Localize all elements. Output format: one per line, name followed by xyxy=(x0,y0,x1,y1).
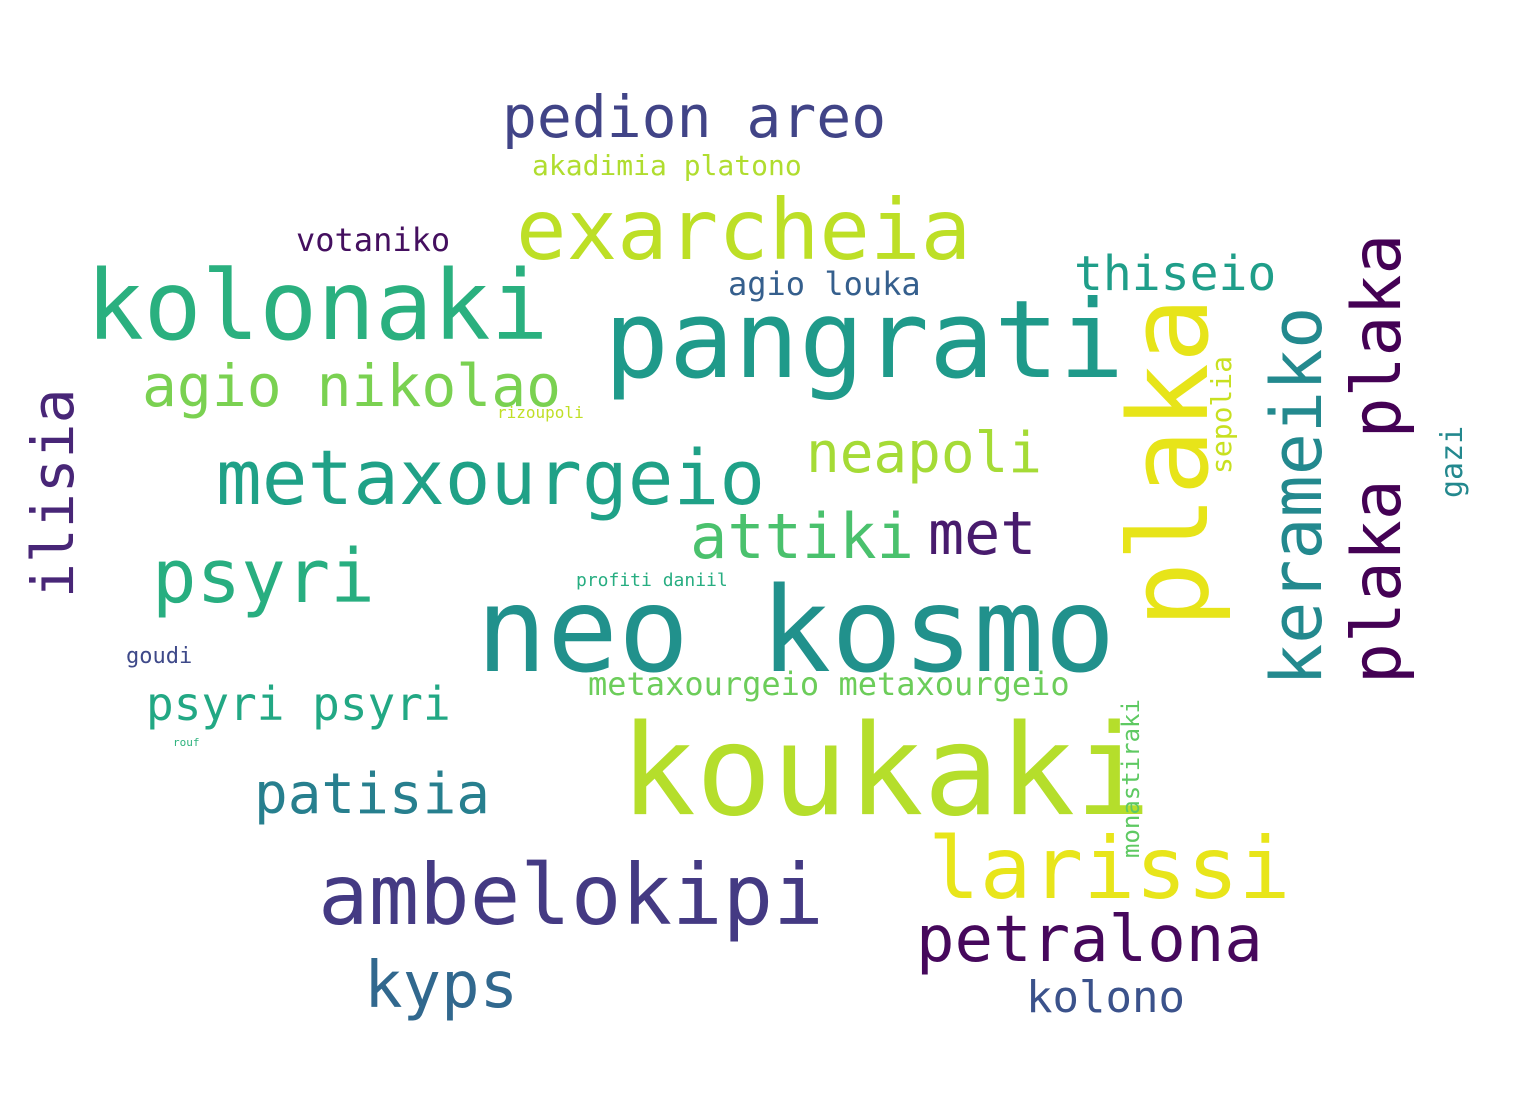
word-profiti-daniil: profiti daniil xyxy=(576,570,728,591)
word-psyri-psyri: psyri psyri xyxy=(146,677,451,731)
word-pedion-areo: pedion areo xyxy=(502,83,887,151)
word-metaxourgeio-metaxourgeio: metaxourgeio metaxourgeio xyxy=(588,665,1070,703)
word-neo-kosmo: neo kosmo xyxy=(476,561,1116,699)
word-ambelokipi: ambelokipi xyxy=(318,846,824,944)
word-agio-nikolao: agio nikolao xyxy=(142,352,562,420)
word-pangrati: pangrati xyxy=(604,278,1125,403)
word-petralona: petralona xyxy=(916,903,1263,977)
word-kolonaki: kolonaki xyxy=(86,250,549,362)
word-agio-louka: agio louka xyxy=(728,265,921,303)
word-metaxourgeio: metaxourgeio xyxy=(216,433,766,522)
word-rouf: rouf xyxy=(173,736,200,749)
word-goudi: goudi xyxy=(126,644,193,669)
word-gazi: gazi xyxy=(1435,425,1470,498)
word-larissi: larissi xyxy=(928,819,1291,919)
word-neapoli: neapoli xyxy=(806,421,1043,486)
word-votaniko: votaniko xyxy=(296,221,451,259)
word-plaka-plaka: plaka plaka xyxy=(1338,233,1417,684)
word-akadimia-platono: akadimia platono xyxy=(532,149,802,182)
word-kyps: kyps xyxy=(364,949,519,1023)
word-kolono: kolono xyxy=(1026,972,1185,1023)
word-attiki: attiki xyxy=(690,500,914,573)
word-rizoupoli: rizoupoli xyxy=(497,403,584,422)
word-met: met xyxy=(928,499,1037,569)
word-psyri: psyri xyxy=(152,534,375,620)
word-monastiraki: monastiraki xyxy=(1117,699,1145,858)
word-koukaki: koukaki xyxy=(620,697,1152,844)
word-ilisia: ilisia xyxy=(19,388,87,598)
word-exarcheia: exarcheia xyxy=(516,181,972,279)
word-patisia: patisia xyxy=(254,762,491,827)
word-sepolia: sepolia xyxy=(1205,355,1238,474)
word-thiseio: thiseio xyxy=(1074,246,1277,302)
word-kerameiko: kerameiko xyxy=(1256,306,1338,686)
